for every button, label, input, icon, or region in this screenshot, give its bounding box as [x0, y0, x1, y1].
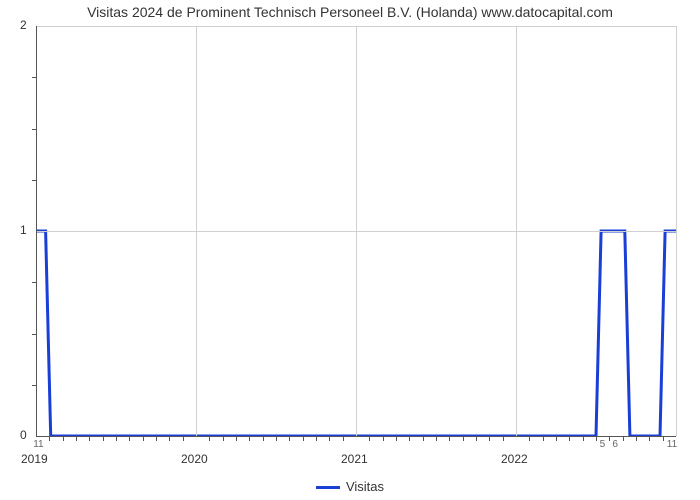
grid-horizontal: [36, 231, 676, 232]
x-small-label: 11: [667, 439, 677, 450]
x-axis-label: 2020: [181, 452, 208, 466]
x-axis: [36, 436, 676, 437]
legend: Visitas: [0, 479, 700, 494]
x-small-label: 5: [600, 439, 606, 450]
x-small-label: 11: [33, 439, 43, 450]
legend-swatch: [316, 486, 340, 489]
y-axis: [36, 26, 37, 436]
y-axis-label: 0: [20, 428, 27, 442]
x-small-label: 6: [612, 439, 618, 450]
x-axis-label: 2022: [501, 452, 528, 466]
chart-title: Visitas 2024 de Prominent Technisch Pers…: [0, 4, 700, 20]
y-axis-label: 2: [20, 18, 27, 32]
grid-vertical: [676, 26, 677, 436]
legend-label: Visitas: [346, 479, 384, 494]
chart-container: Visitas 2024 de Prominent Technisch Pers…: [0, 0, 700, 500]
x-axis-label: 2021: [341, 452, 368, 466]
grid-horizontal: [36, 26, 676, 27]
y-axis-label: 1: [20, 223, 27, 237]
x-axis-label: 2019: [21, 452, 48, 466]
